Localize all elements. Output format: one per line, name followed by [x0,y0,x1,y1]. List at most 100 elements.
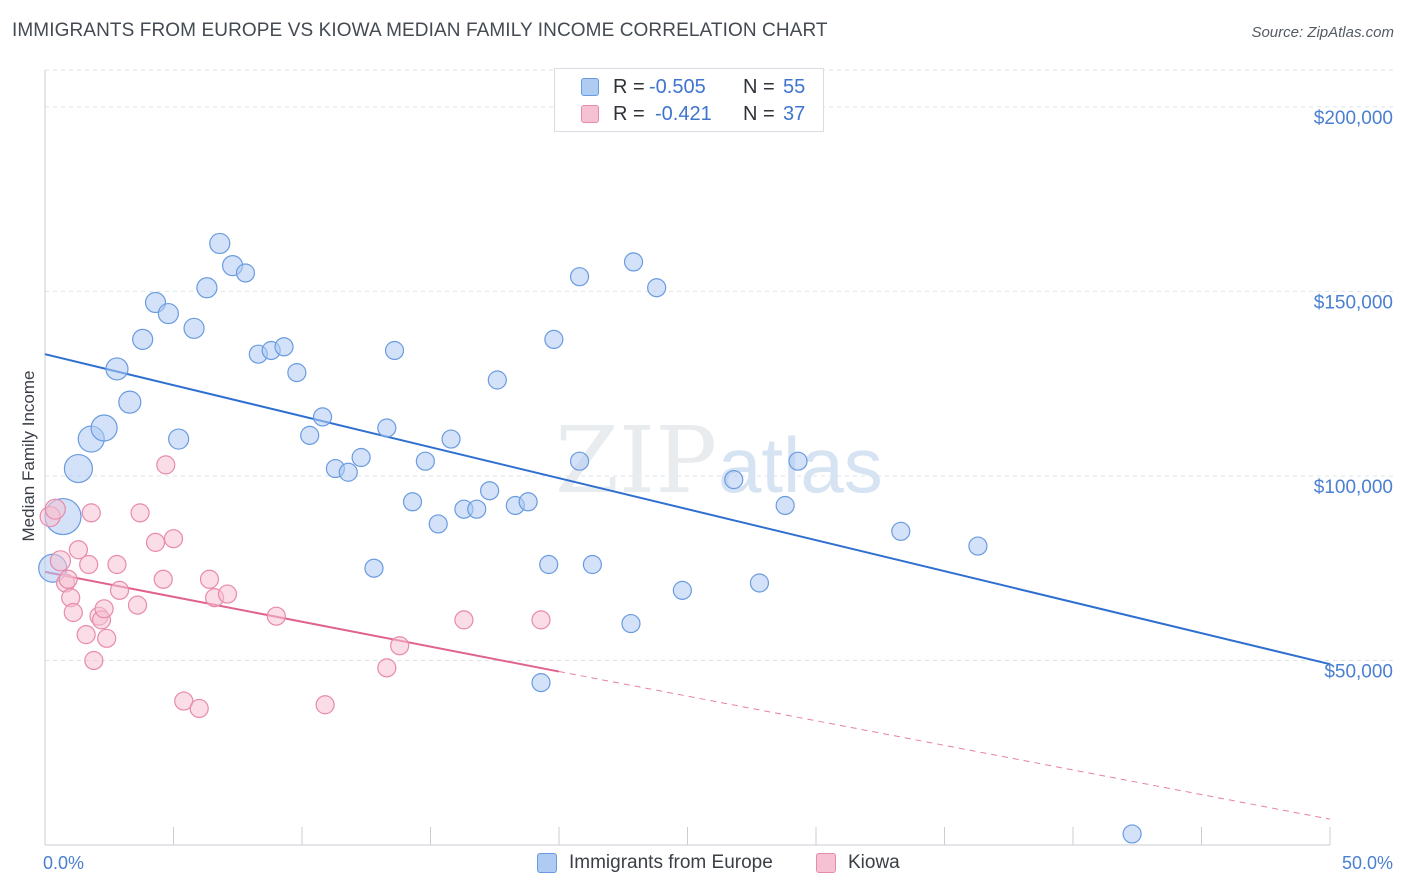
data-point-kiowa [63,602,83,623]
data-point-kiowa [454,610,474,630]
data-point-europe [775,495,795,516]
data-point-europe [788,451,808,471]
n-label: N = [743,75,775,98]
data-point-kiowa [76,625,96,645]
data-point-europe [968,536,988,556]
axes [44,70,1331,846]
data-point-europe [544,329,564,350]
data-point-europe [377,418,397,438]
data-point-europe [891,521,911,541]
data-point-kiowa [315,695,335,715]
data-point-europe [351,447,371,468]
r-label: R = [613,102,645,125]
data-point-europe [647,278,667,298]
data-point-europe [487,370,507,390]
data-point-europe [118,390,142,414]
data-point-europe [441,429,461,449]
y-axis-label: Median Family Income [19,370,38,541]
data-point-kiowa [44,498,66,520]
correlation-legend: R = -0.505 N = 55 R = -0.421 N = 37 [554,68,824,132]
data-point-kiowa [174,691,194,711]
data-point-europe [428,514,448,534]
data-point-europe [168,428,190,450]
legend-item-europe: Immigrants from Europe [537,852,773,874]
legend-label-europe: Immigrants from Europe [569,852,773,873]
y-tick-label: $50,000 [1324,661,1393,682]
data-point-kiowa [107,554,127,575]
r-value: -0.421 [655,102,712,125]
data-point-kiowa [390,636,410,656]
data-point-europe [518,492,538,512]
data-point-kiowa [163,529,184,549]
data-point-europe [364,558,384,578]
data-point-kiowa [97,628,117,648]
data-point-kiowa [217,584,238,604]
data-point-europe [63,453,94,484]
y-tick-label: $100,000 [1314,477,1393,498]
chart-title: IMMIGRANTS FROM EUROPE VS KIOWA MEDIAN F… [12,20,828,41]
data-point-europe [531,673,551,693]
data-point-europe [539,554,559,575]
data-points [38,232,1142,844]
data-point-europe [209,232,231,255]
data-point-kiowa [531,610,551,630]
data-point-kiowa [127,595,148,615]
legend-item-kiowa: Kiowa [816,852,900,874]
gridlines [45,69,1395,661]
series-legend: Immigrants from Europe Kiowa [0,852,1406,878]
pink-swatch-icon [581,105,599,123]
data-point-europe [467,499,487,519]
data-point-europe [1122,824,1142,844]
data-point-europe [621,613,641,634]
n-value: 37 [783,102,806,125]
data-point-kiowa [94,599,114,619]
data-point-kiowa [377,658,397,678]
pink-swatch-icon [816,853,836,873]
data-point-europe [300,425,320,445]
data-point-europe [480,481,500,501]
data-point-kiowa [130,503,150,523]
data-point-europe [312,407,333,427]
data-point-kiowa [81,503,101,523]
data-point-europe [415,451,435,471]
data-point-europe [183,317,205,339]
data-point-europe [274,337,294,357]
r-label: R = [613,75,645,98]
x-tick-label: 50.0% [1342,853,1393,873]
data-point-europe [105,357,129,381]
trend-line-europe [44,353,1331,666]
legend-row-europe: R = -0.505 N = 55 [581,74,805,100]
zipatlas-watermark: ZIP atlas [555,407,883,514]
data-point-europe [582,554,603,575]
data-point-kiowa [189,698,209,719]
y-tick-label: $150,000 [1314,292,1393,313]
blue-swatch-icon [581,78,599,96]
legend-label-kiowa: Kiowa [848,852,900,873]
data-point-kiowa [84,650,104,671]
data-point-europe [384,340,405,361]
x-tick-label: 0.0% [43,853,84,873]
trend-line-kiowa [44,570,560,673]
data-point-kiowa [49,550,72,572]
data-point-kiowa [58,569,78,589]
data-point-kiowa [145,532,166,552]
source-label: Source: ZipAtlas.com [1251,24,1394,41]
data-point-europe [157,302,179,325]
data-point-europe [196,277,218,299]
data-point-europe [623,252,644,272]
n-label: N = [743,102,775,125]
legend-row-kiowa: R = -0.421 N = 37 [581,101,805,127]
data-point-kiowa [199,569,220,589]
blue-swatch-icon [537,853,557,873]
y-tick-label: $200,000 [1314,108,1393,129]
r-value: -0.505 [649,75,706,98]
data-point-europe [724,470,744,490]
data-point-europe [90,414,118,442]
data-point-kiowa [79,554,99,575]
data-point-europe [672,580,692,600]
trend-line-kiowa-extension [558,671,1331,820]
n-value: 55 [783,75,806,98]
data-point-europe [749,573,770,593]
data-point-europe [235,263,256,283]
